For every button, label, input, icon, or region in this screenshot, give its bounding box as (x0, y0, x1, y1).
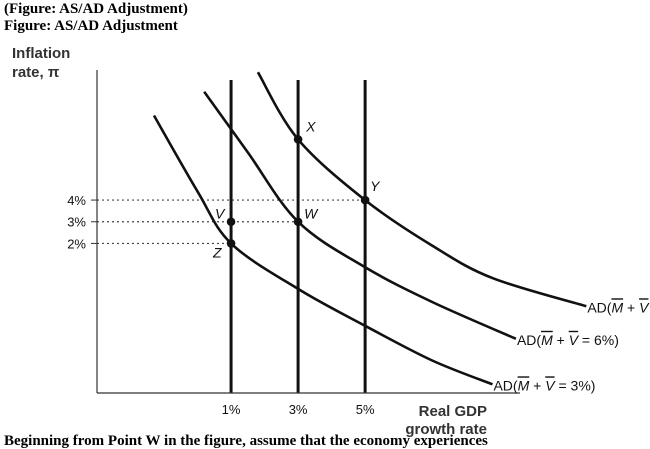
point-w (293, 217, 303, 227)
point-label-x: X (305, 118, 316, 134)
ad-curve-label-2: AD(M + V = 6%) (517, 332, 619, 348)
y-tick-4: 4% (67, 193, 86, 208)
point-x (293, 135, 303, 144)
ad-curve-label-3: AD(M + V = 9%) (587, 299, 650, 315)
figure-title: Figure: AS/AD Adjustment (4, 18, 178, 34)
question-text: Beginning from Point W in the figure, as… (4, 433, 488, 449)
ad-curve-3 (256, 71, 587, 308)
y-axis-label-line1: Inflation (12, 45, 70, 62)
figure-caption: (Figure: AS/AD Adjustment) (4, 1, 188, 17)
point-label-y: Y (370, 178, 381, 194)
x-tick-3: 3% (289, 402, 308, 417)
x-tick-1: 1% (222, 402, 241, 417)
x-axis-label-line2: growth rate (405, 421, 487, 438)
ad-curve-1 (152, 114, 493, 386)
point-v (226, 217, 236, 227)
ad-curve-label-1: AD(M + V = 3%) (493, 377, 595, 393)
y-tick-3: 3% (67, 215, 86, 230)
y-tick-2: 2% (67, 236, 86, 251)
x-axis-label-line1: Real GDP (419, 403, 487, 420)
point-z (226, 239, 236, 248)
point-label-w: W (304, 206, 319, 222)
point-label-v: V (215, 206, 226, 222)
point-y (360, 195, 370, 205)
ad-curve-2 (203, 90, 517, 340)
x-tick-5: 5% (356, 402, 375, 417)
point-label-z: Z (212, 244, 222, 260)
y-axis-label-line2: rate, π (12, 64, 60, 81)
